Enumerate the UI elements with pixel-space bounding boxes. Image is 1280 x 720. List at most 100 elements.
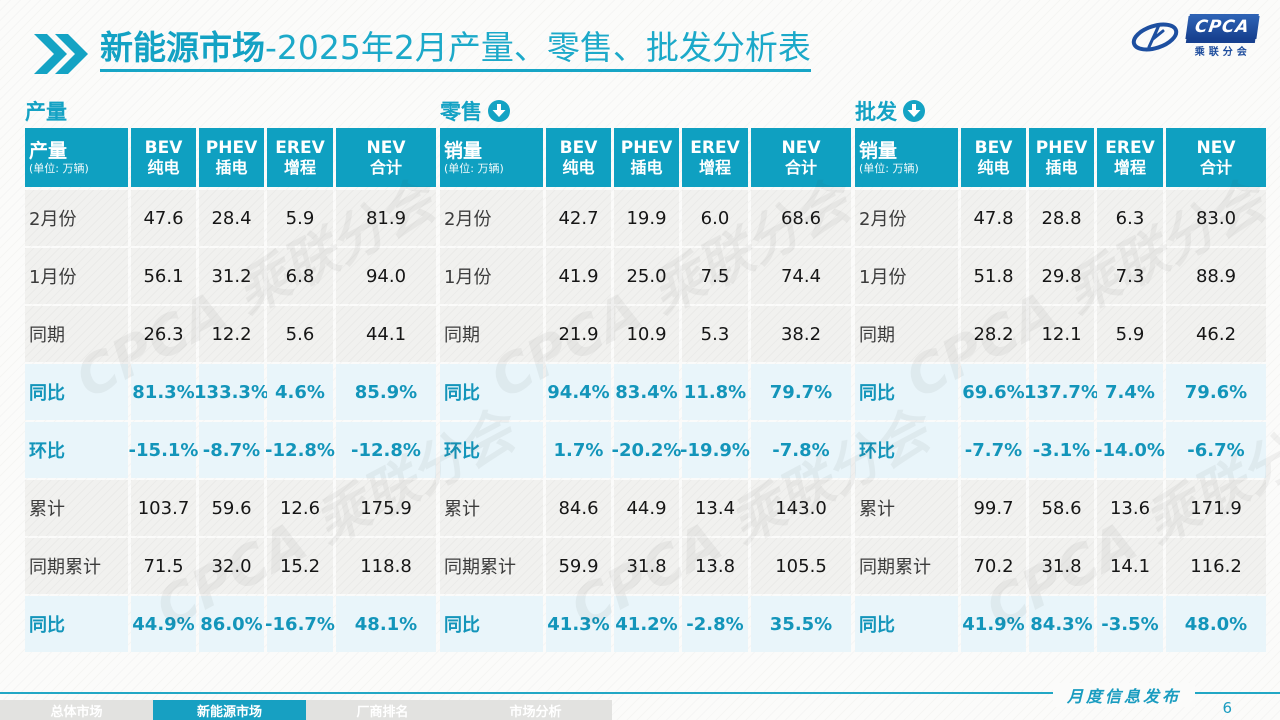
column-header: PHEV 插电 bbox=[1029, 128, 1094, 187]
slide-header: 新能源市场-2025年2月产量、零售、批发分析表 bbox=[34, 28, 1260, 74]
data-cell: -20.2% bbox=[612, 422, 681, 478]
table-header-row: 销量 (单位: 万辆) BEV 纯电 PHEV 插电 EREV 增程 NEV 合计 bbox=[440, 128, 851, 187]
data-cell: 71.5 bbox=[131, 538, 196, 594]
data-cell: 12.2 bbox=[199, 306, 264, 362]
data-cell: 7.4% bbox=[1097, 364, 1163, 420]
column-header-zh: 增程 bbox=[1113, 158, 1146, 178]
data-cell: 25.0 bbox=[614, 248, 679, 304]
column-header: BEV 纯电 bbox=[546, 128, 611, 187]
data-cell: -12.8% bbox=[265, 422, 335, 478]
data-cell: 28.2 bbox=[961, 306, 1026, 362]
data-cell: 171.9 bbox=[1166, 480, 1266, 536]
corner-title: 产量 bbox=[29, 139, 68, 162]
footer-tab-1[interactable]: 总体市场 bbox=[50, 704, 103, 720]
data-cell: 10.9 bbox=[614, 306, 679, 362]
footer-note: 月度信息发布 bbox=[1052, 683, 1195, 707]
cpca-logo: CPCA 乘联分会 bbox=[1129, 16, 1260, 58]
data-cell: 4.6% bbox=[267, 364, 333, 420]
data-cell: 31.2 bbox=[199, 248, 264, 304]
page-number: 6 bbox=[1222, 699, 1232, 717]
column-header: BEV 纯电 bbox=[131, 128, 196, 187]
corner-unit: (单位: 万辆) bbox=[29, 162, 89, 176]
footer-tab-2[interactable]: 新能源市场 bbox=[153, 700, 306, 720]
data-cell: 38.2 bbox=[751, 306, 851, 362]
data-cell: 74.4 bbox=[751, 248, 851, 304]
data-cell: 5.3 bbox=[682, 306, 748, 362]
data-cell: 88.9 bbox=[1166, 248, 1266, 304]
column-header-en: EREV bbox=[690, 137, 740, 158]
data-cell: -19.9% bbox=[680, 422, 750, 478]
corner-title: 销量 bbox=[859, 139, 898, 162]
data-cell: 29.8 bbox=[1029, 248, 1094, 304]
data-cell: 44.9% bbox=[131, 596, 196, 652]
column-header-zh: 插电 bbox=[1045, 158, 1078, 178]
footer-tab-bar: 总体市场 新能源市场 厂商排名 市场分析 bbox=[0, 700, 612, 720]
double-chevron-icon bbox=[34, 34, 88, 74]
down-arrow-icon bbox=[488, 100, 510, 122]
row-label: 2月份 bbox=[855, 190, 958, 246]
row-label: 同期 bbox=[440, 306, 543, 362]
data-cell: 35.5% bbox=[751, 596, 851, 652]
row-label: 环比 bbox=[855, 422, 958, 478]
data-cell: 44.1 bbox=[336, 306, 436, 362]
row-label: 1月份 bbox=[440, 248, 543, 304]
data-cell: 13.4 bbox=[682, 480, 748, 536]
column-header-zh: 纯电 bbox=[147, 158, 180, 178]
data-cell: 46.2 bbox=[1166, 306, 1266, 362]
table-2: 零售 销量 (单位: 万辆) BEV 纯电 PHEV 插电 EREV 增程 NEV 合计 2月份 42.… bbox=[440, 96, 939, 652]
table-title-label: 零售 bbox=[440, 100, 482, 124]
data-cell: 32.0 bbox=[199, 538, 264, 594]
row-label: 同比 bbox=[855, 596, 958, 652]
data-cell: 13.8 bbox=[682, 538, 748, 594]
row-label: 同期 bbox=[25, 306, 128, 362]
data-cell: 6.3 bbox=[1097, 190, 1163, 246]
data-cell: 70.2 bbox=[961, 538, 1026, 594]
data-cell: 51.8 bbox=[961, 248, 1026, 304]
page-title: 新能源市场-2025年2月产量、零售、批发分析表 bbox=[100, 28, 811, 73]
data-cell: -2.8% bbox=[682, 596, 748, 652]
column-header-zh: 纯电 bbox=[562, 158, 595, 178]
data-cell: 42.7 bbox=[546, 190, 611, 246]
cpca-logo-subtext: 乘联分会 bbox=[1194, 47, 1251, 58]
data-cell: -7.7% bbox=[961, 422, 1026, 478]
data-cell: -8.7% bbox=[199, 422, 264, 478]
row-label: 环比 bbox=[25, 422, 128, 478]
data-cell: 13.6 bbox=[1097, 480, 1163, 536]
data-cell: 26.3 bbox=[131, 306, 196, 362]
table-corner-cell: 销量 (单位: 万辆) bbox=[855, 128, 958, 187]
data-cell: 28.8 bbox=[1029, 190, 1094, 246]
column-header-en: EREV bbox=[275, 137, 325, 158]
data-cell: 85.9% bbox=[336, 364, 436, 420]
column-header-zh: 插电 bbox=[215, 158, 248, 178]
corner-unit: (单位: 万辆) bbox=[444, 162, 504, 176]
footer-tab-4[interactable]: 市场分析 bbox=[509, 704, 562, 720]
data-cell: 15.2 bbox=[267, 538, 333, 594]
table-title-label: 产量 bbox=[25, 100, 67, 124]
column-header-zh: 增程 bbox=[698, 158, 731, 178]
column-header-en: PHEV bbox=[620, 137, 673, 158]
row-label: 1月份 bbox=[855, 248, 958, 304]
column-header-en: BEV bbox=[974, 137, 1013, 158]
page-title-rest: -2025年2月产量、零售、批发分析表 bbox=[265, 28, 811, 67]
data-cell: 6.0 bbox=[682, 190, 748, 246]
data-cell: 99.7 bbox=[961, 480, 1026, 536]
table-3: 批发 销量 (单位: 万辆) BEV 纯电 PHEV 插电 EREV 增程 NEV 合计 2月份 47.… bbox=[855, 96, 1280, 652]
data-cell: 14.1 bbox=[1097, 538, 1163, 594]
data-cell: 5.9 bbox=[1097, 306, 1163, 362]
column-header-en: BEV bbox=[559, 137, 598, 158]
row-label: 同比 bbox=[855, 364, 958, 420]
data-cell: 143.0 bbox=[751, 480, 851, 536]
row-label: 同期累计 bbox=[440, 538, 543, 594]
column-header: PHEV 插电 bbox=[199, 128, 264, 187]
corner-title: 销量 bbox=[444, 139, 483, 162]
column-header-zh: 合计 bbox=[784, 158, 817, 178]
table-1: 产量 产量 (单位: 万辆) BEV 纯电 PHEV 插电 EREV 增程 NEV 合计 2月份 47.… bbox=[25, 96, 524, 652]
analysis-tables: 产量 产量 (单位: 万辆) BEV 纯电 PHEV 插电 EREV 增程 NEV 合计 2月份 47.… bbox=[25, 96, 1280, 652]
column-header-zh: 合计 bbox=[369, 158, 402, 178]
footer-tab-3[interactable]: 厂商排名 bbox=[356, 704, 409, 720]
data-cell: 48.0% bbox=[1166, 596, 1266, 652]
footer-divider bbox=[0, 692, 1280, 694]
data-cell: 19.9 bbox=[614, 190, 679, 246]
data-cell: 79.7% bbox=[751, 364, 851, 420]
data-cell: 28.4 bbox=[199, 190, 264, 246]
